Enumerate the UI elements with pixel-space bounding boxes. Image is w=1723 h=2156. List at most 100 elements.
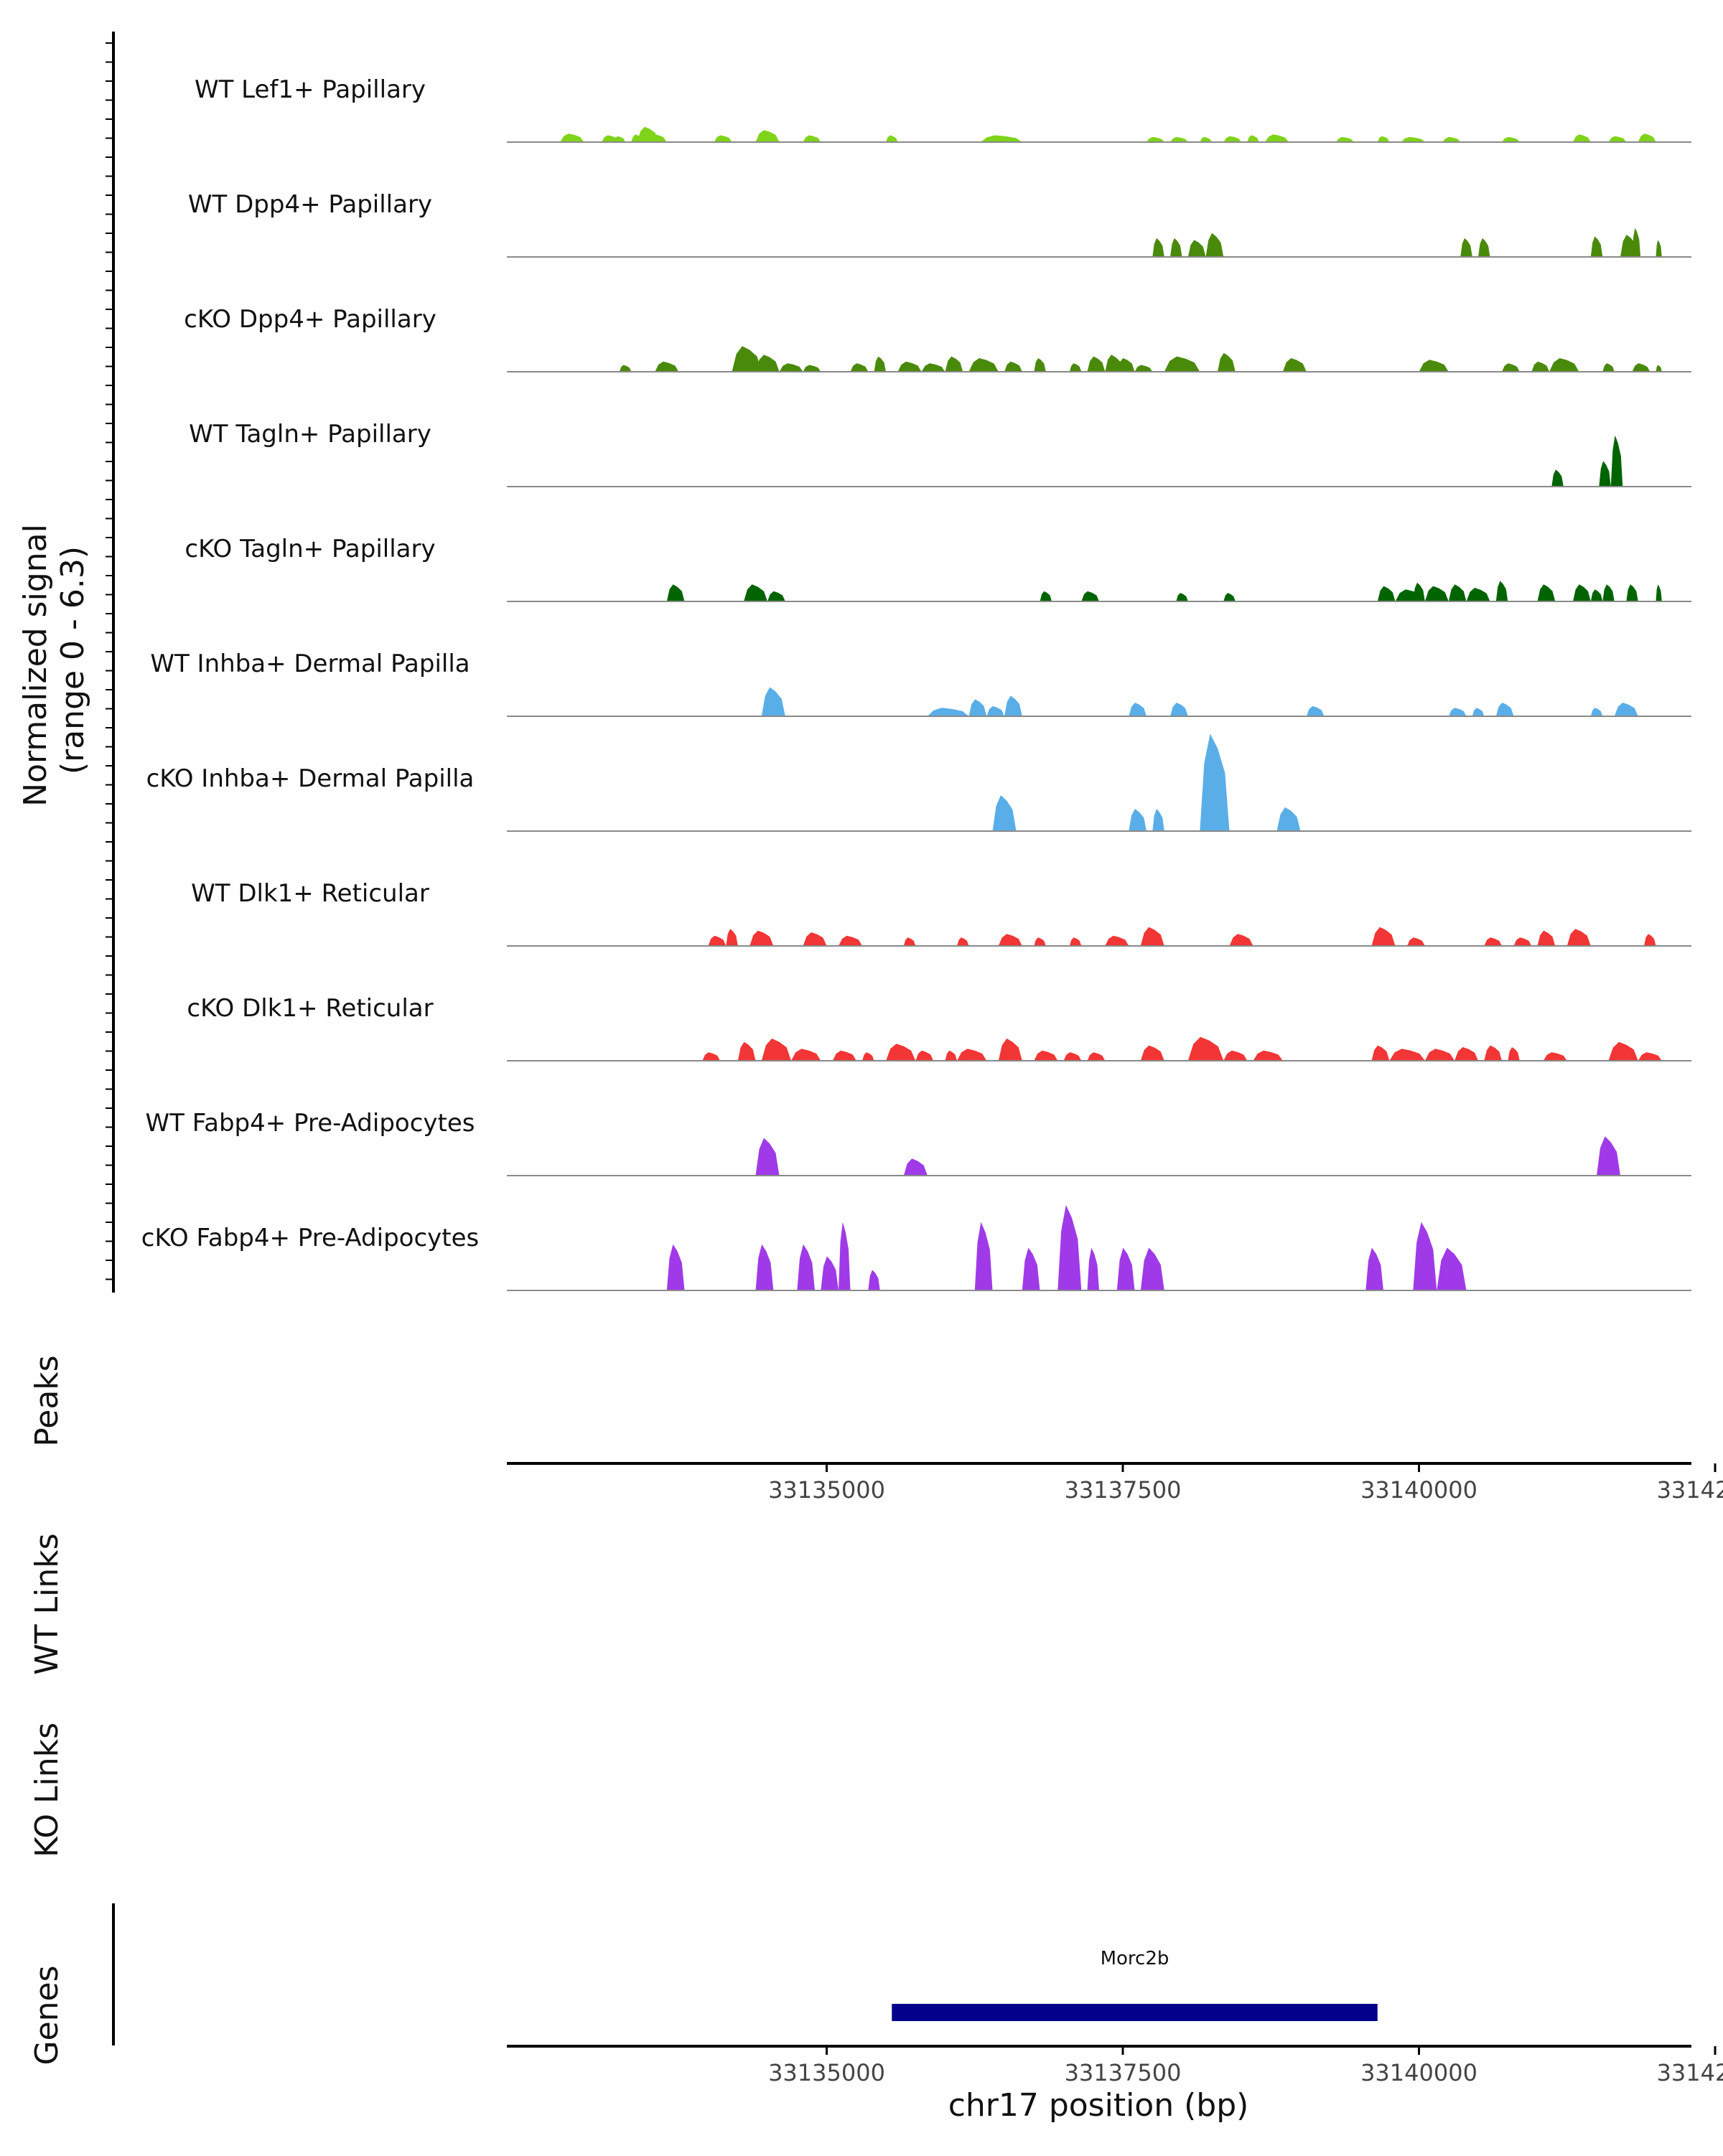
track-6: WT Inhba+ Dermal Papilla <box>150 650 1691 717</box>
coverage-peak <box>803 365 821 372</box>
coverage-peak <box>1626 584 1638 601</box>
coverage-peak <box>1205 233 1224 257</box>
coverage-peak <box>1513 937 1532 946</box>
coverage-peak <box>1034 937 1046 946</box>
coverage-peak <box>957 1049 987 1061</box>
coverage-peak <box>981 135 1022 142</box>
coverage-peak <box>1531 361 1549 372</box>
signal-axis-ticks <box>106 42 113 1280</box>
coverage-peak <box>839 935 862 946</box>
coverage-peak <box>1140 1045 1164 1061</box>
x-axis-title: chr17 position (bp) <box>948 2087 1249 2124</box>
wt-links-panel-label: WT Links <box>29 1533 65 1674</box>
coverage-peak <box>839 1222 851 1290</box>
track-label: WT Dlk1+ Reticular <box>191 879 429 908</box>
coverage-peak <box>1419 360 1449 372</box>
coverage-peak <box>619 365 632 372</box>
coverage-peak <box>1129 703 1147 716</box>
coverage-peak <box>1551 469 1564 487</box>
coverage-peak <box>927 708 969 716</box>
coverage-peak <box>702 1052 720 1061</box>
coverage-peak <box>1134 365 1153 372</box>
coverage-peak <box>1549 358 1579 372</box>
coverage-peak <box>1087 356 1106 372</box>
gene-label: Morc2b <box>1101 1948 1169 1969</box>
track-label: cKO Dlk1+ Reticular <box>187 994 433 1023</box>
bottom-x-tick-label: 33135000 <box>768 2059 885 2086</box>
bottom-x-axis-ticks: 33135000 33137500 33140000 33142500 <box>768 2046 1723 2086</box>
track-1: WT Lef1+ Papillary <box>195 75 1691 143</box>
coverage-peak <box>1187 1036 1224 1061</box>
coverage-peak <box>1442 136 1461 142</box>
coverage-peak <box>655 361 679 372</box>
coverage-peak <box>1170 703 1188 716</box>
bottom-x-tick-label: 33137500 <box>1065 2059 1182 2086</box>
coverage-peak <box>1147 136 1164 142</box>
bottom-x-tick-label: 33142500 <box>1657 2059 1723 2086</box>
coverage-peak <box>767 591 785 601</box>
coverage-peak <box>1602 584 1615 601</box>
coverage-peak <box>821 1256 839 1290</box>
coverage-peak <box>761 687 785 716</box>
coverage-peak <box>750 930 774 946</box>
coverage-peak <box>1599 461 1611 487</box>
coverage-peak <box>1597 1136 1620 1176</box>
peaks-x-tick-label: 33140000 <box>1360 1476 1477 1504</box>
ko-links-panel-label: KO Links <box>29 1723 65 1857</box>
signal-axis-label: Normalized signal (range 0 - 6.3) <box>17 514 91 807</box>
coverage-peak <box>1247 135 1259 142</box>
coverage-peak <box>1632 228 1641 257</box>
coverage-peak <box>1537 930 1556 946</box>
coverage-peak <box>666 584 685 601</box>
coverage-peak <box>886 135 898 142</box>
coverage-peak <box>1164 356 1200 372</box>
coverage-peak <box>968 699 987 716</box>
coverage-peak <box>779 363 803 372</box>
track-label: WT Tagln+ Papillary <box>189 420 431 449</box>
coverage-peak <box>868 1270 880 1290</box>
coverage-peak <box>1478 238 1490 257</box>
coverage-peak <box>1336 136 1354 142</box>
coverage-peak <box>832 1050 856 1061</box>
coverage-peak <box>921 363 945 372</box>
coverage-peak <box>1644 934 1656 946</box>
coverage-peak <box>1004 361 1022 372</box>
coverage-peak <box>755 130 780 142</box>
coverage-peak <box>1105 935 1129 946</box>
coverage-peak <box>1152 238 1164 257</box>
coverage-peak <box>732 346 762 372</box>
coverage-peak <box>1276 807 1301 831</box>
coverage-peak <box>1282 358 1307 372</box>
coverage-peak <box>1656 584 1662 601</box>
coverage-peak <box>1200 733 1230 831</box>
coverage-peak <box>1223 1050 1248 1061</box>
coverage-peak <box>957 937 969 946</box>
coverage-peak <box>1069 937 1082 946</box>
coverage-peak <box>862 1052 874 1061</box>
coverage-peak <box>1466 588 1490 601</box>
track-label: WT Dpp4+ Papillary <box>188 190 432 219</box>
coverage-peak <box>1502 363 1520 372</box>
coverage-peak <box>1187 240 1206 257</box>
coverage-peak <box>744 584 767 601</box>
coverage-peak <box>1200 136 1212 142</box>
coverage-peak <box>897 361 922 372</box>
coverage-peak <box>992 795 1017 831</box>
coverage-peak <box>1590 589 1603 601</box>
coverage-peak <box>1218 352 1236 372</box>
peaks-panel-label: Peaks <box>29 1355 65 1446</box>
coverage-peak <box>1484 937 1502 946</box>
track-label: WT Lef1+ Papillary <box>195 75 426 104</box>
coverage-peak <box>1413 1222 1437 1290</box>
coverage-peak <box>1590 708 1603 716</box>
coverage-peak <box>1543 1052 1567 1061</box>
coverage-peak <box>1610 435 1623 487</box>
coverage-peak <box>1377 136 1390 142</box>
coverage-peak <box>903 937 916 946</box>
coverage-peak <box>1306 706 1325 716</box>
coverage-peak <box>1590 236 1603 257</box>
coverage-peak <box>1116 1247 1135 1290</box>
track-label: WT Inhba+ Dermal Papilla <box>150 650 470 678</box>
